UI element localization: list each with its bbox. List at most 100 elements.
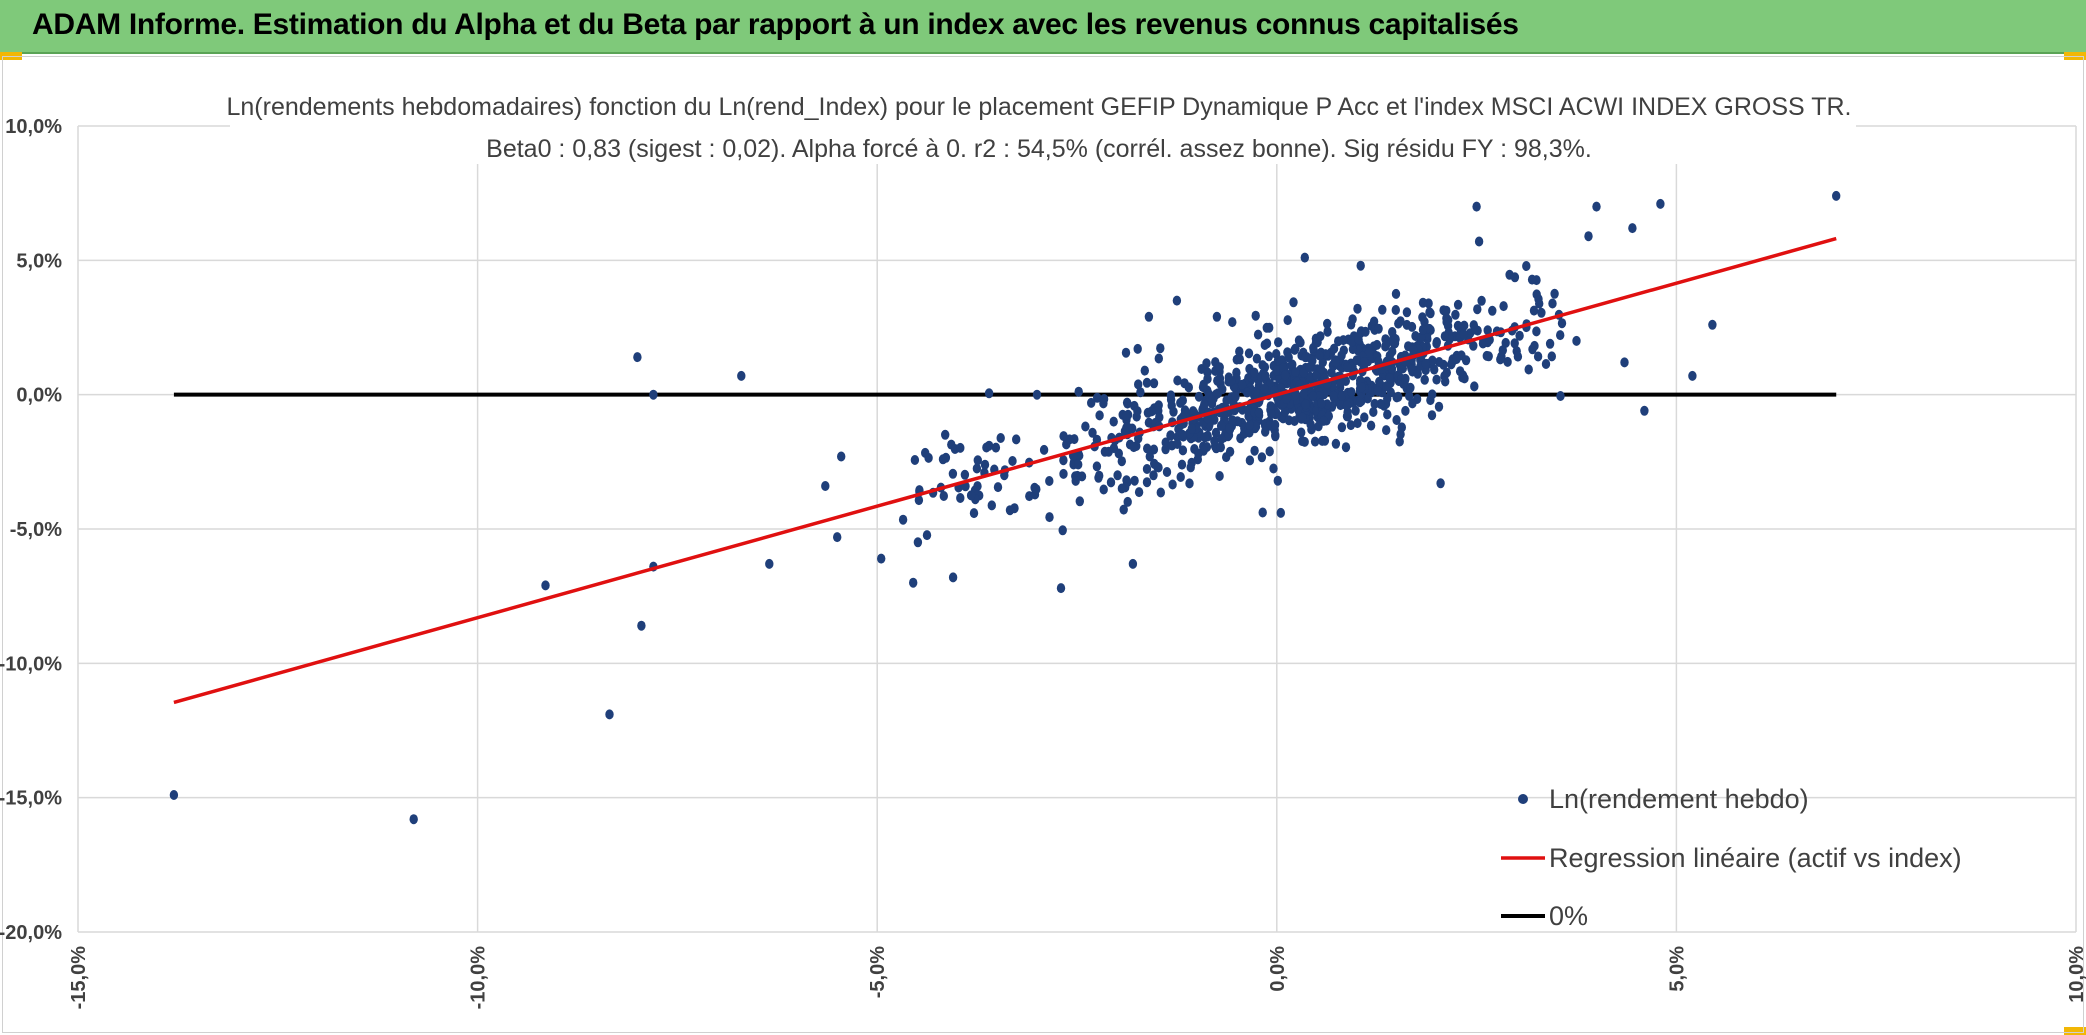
scatter-point	[1250, 445, 1259, 456]
scatter-point	[1374, 323, 1383, 334]
scatter-point	[1385, 373, 1395, 384]
scatter-point	[1441, 376, 1450, 387]
scatter-point	[914, 495, 924, 506]
scatter-point	[1177, 459, 1187, 470]
scatter-point	[1524, 364, 1533, 375]
scatter-point	[1331, 438, 1341, 449]
scatter-point	[1389, 338, 1399, 349]
scatter-point	[1473, 304, 1482, 315]
legend-item-regression: Regression linéaire (actif vs index)	[1549, 843, 1962, 873]
y-tick-label: 10,0%	[5, 116, 62, 138]
scatter-point	[1260, 383, 1269, 394]
scatter-point	[1092, 461, 1102, 472]
scatter-point	[1366, 420, 1376, 431]
scatter-point	[1484, 351, 1493, 362]
scatter-point	[1452, 354, 1461, 365]
scatter-point	[1405, 391, 1414, 401]
scatter-point	[956, 442, 965, 453]
scatter-point	[1144, 311, 1154, 322]
scatter-point	[1245, 455, 1255, 466]
scatter-point	[1095, 410, 1104, 421]
scatter-point	[1535, 298, 1544, 309]
scatter-point	[1382, 381, 1391, 392]
scatter-point	[960, 469, 970, 480]
scatter-point	[1394, 318, 1403, 329]
scatter-point	[991, 442, 1001, 453]
scatter-point	[1154, 353, 1164, 364]
scatter-point	[1318, 435, 1327, 446]
scatter-point	[1290, 416, 1299, 426]
scatter-point	[1299, 388, 1309, 399]
scatter-point	[1341, 442, 1351, 453]
x-axis-tick-labels: -15,0% -10,0% -5,0% 0,0% 5,0% 10,0%	[68, 946, 2086, 1010]
scatter-point	[1200, 432, 1210, 443]
scatter-point	[1413, 368, 1422, 379]
scatter-point	[1323, 318, 1332, 329]
scatter-point	[1045, 512, 1054, 523]
scatter-point	[1522, 261, 1531, 271]
scatter-point	[1271, 430, 1280, 440]
scatter-point	[1640, 405, 1649, 416]
scatter-point	[1310, 436, 1320, 447]
scatter-point	[1032, 389, 1042, 400]
scatter-point	[1434, 357, 1444, 367]
scatter-point	[1372, 339, 1382, 350]
scatter-point	[1267, 409, 1276, 419]
chart-subtitle: Beta0 : 0,83 (sigest : 0,02). Alpha forc…	[486, 135, 1592, 163]
scatter-point	[1628, 223, 1637, 234]
scatter-point	[1243, 405, 1253, 416]
legend-item-scatter: Ln(rendement hebdo)	[1549, 784, 1809, 814]
scatter-point	[1172, 295, 1182, 306]
chart-frame	[2, 56, 2084, 1033]
scatter-point	[1231, 391, 1240, 402]
scatter-point	[1216, 442, 1226, 453]
scatter-point	[1059, 431, 1068, 442]
y-tick-label: -10,0%	[0, 653, 62, 675]
x-tick-label: 10,0%	[2066, 946, 2086, 1003]
scatter-point	[1451, 309, 1460, 320]
scatter-point	[821, 481, 830, 491]
scatter-point	[1059, 455, 1068, 466]
scatter-point	[969, 508, 979, 519]
scatter-point	[1360, 412, 1369, 423]
scatter-point	[1656, 198, 1665, 209]
scatter-point	[1832, 190, 1841, 201]
scatter-point	[1708, 319, 1717, 330]
scatter-point	[1401, 405, 1410, 416]
scatter-point	[1418, 324, 1428, 335]
scatter-point	[633, 352, 642, 363]
scatter-point	[1128, 558, 1138, 569]
scatter-point	[1301, 399, 1311, 410]
scatter-point	[973, 481, 982, 492]
x-tick-label: -10,0%	[468, 946, 490, 1010]
scatter-point	[1074, 459, 1083, 470]
scatter-point	[1348, 344, 1358, 355]
corner-marker-bottom-right	[2064, 1027, 2086, 1035]
regression-line	[173, 236, 1837, 705]
scatter-point	[1277, 355, 1287, 366]
scatter-point	[1407, 321, 1417, 332]
scatter-point	[982, 442, 991, 453]
scatter-point	[1382, 425, 1391, 436]
scatter-point	[1119, 504, 1128, 515]
scatter-point	[1513, 351, 1523, 362]
scatter-point	[1396, 429, 1405, 440]
scatter-point	[1300, 436, 1309, 447]
x-tick-label: -15,0%	[68, 946, 90, 1010]
scatter-point	[1342, 400, 1352, 411]
scatter-point	[1194, 391, 1204, 402]
scatter-point	[1383, 409, 1392, 420]
scatter-point	[1297, 427, 1306, 438]
scatter-point	[1184, 382, 1194, 393]
scatter-point	[1081, 421, 1090, 432]
scatter-point	[1147, 406, 1156, 417]
scatter-point	[1207, 395, 1217, 406]
scatter-point	[1392, 415, 1401, 425]
scatter-point	[1300, 252, 1310, 263]
scatter-point	[1176, 472, 1185, 482]
scatter-point	[409, 814, 418, 825]
scatter-point	[1217, 434, 1226, 444]
scatter-point	[1272, 365, 1282, 376]
scatter-point	[169, 790, 179, 800]
scatter-point	[1133, 343, 1142, 354]
